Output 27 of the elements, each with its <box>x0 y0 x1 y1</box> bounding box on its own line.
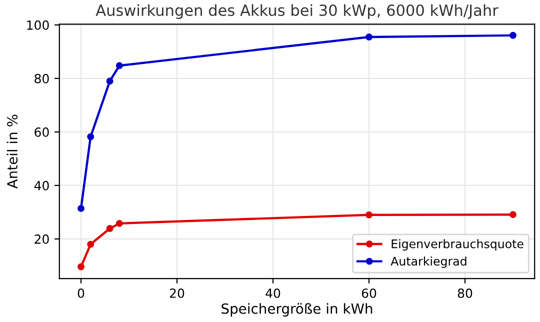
x-tick-label: 20 <box>170 288 184 298</box>
x-tick-label: 60 <box>362 288 376 298</box>
y-tick-label: 80 <box>34 74 49 84</box>
point <box>106 225 114 232</box>
point <box>106 78 114 85</box>
chart-title: Auswirkungen des Akkus bei 30 kWp, 6000 kWh/Jahr <box>96 4 498 19</box>
point <box>78 263 84 270</box>
y-tick-label: 100 <box>27 20 49 30</box>
point <box>116 220 123 227</box>
x-tick-label: 0 <box>78 288 84 298</box>
x-axis-title: Speichergröße in kWh <box>222 303 372 317</box>
point <box>87 133 94 140</box>
point <box>366 34 372 40</box>
point <box>87 240 94 248</box>
point <box>510 211 516 218</box>
legend-label: Eigenverbrauchsquote <box>392 239 524 251</box>
legend-label: Autarkiegrad <box>390 256 466 268</box>
x-tick-label: 80 <box>458 288 472 298</box>
y-tick-label: 60 <box>34 127 49 137</box>
point <box>510 32 516 39</box>
y-tick-label: 40 <box>34 180 49 190</box>
point <box>366 211 372 218</box>
x-tick-label: 40 <box>266 288 280 298</box>
point <box>78 204 84 212</box>
y-axis-title: Anteil in % <box>6 114 18 189</box>
point <box>116 62 123 70</box>
y-tick-label: 20 <box>34 234 49 244</box>
